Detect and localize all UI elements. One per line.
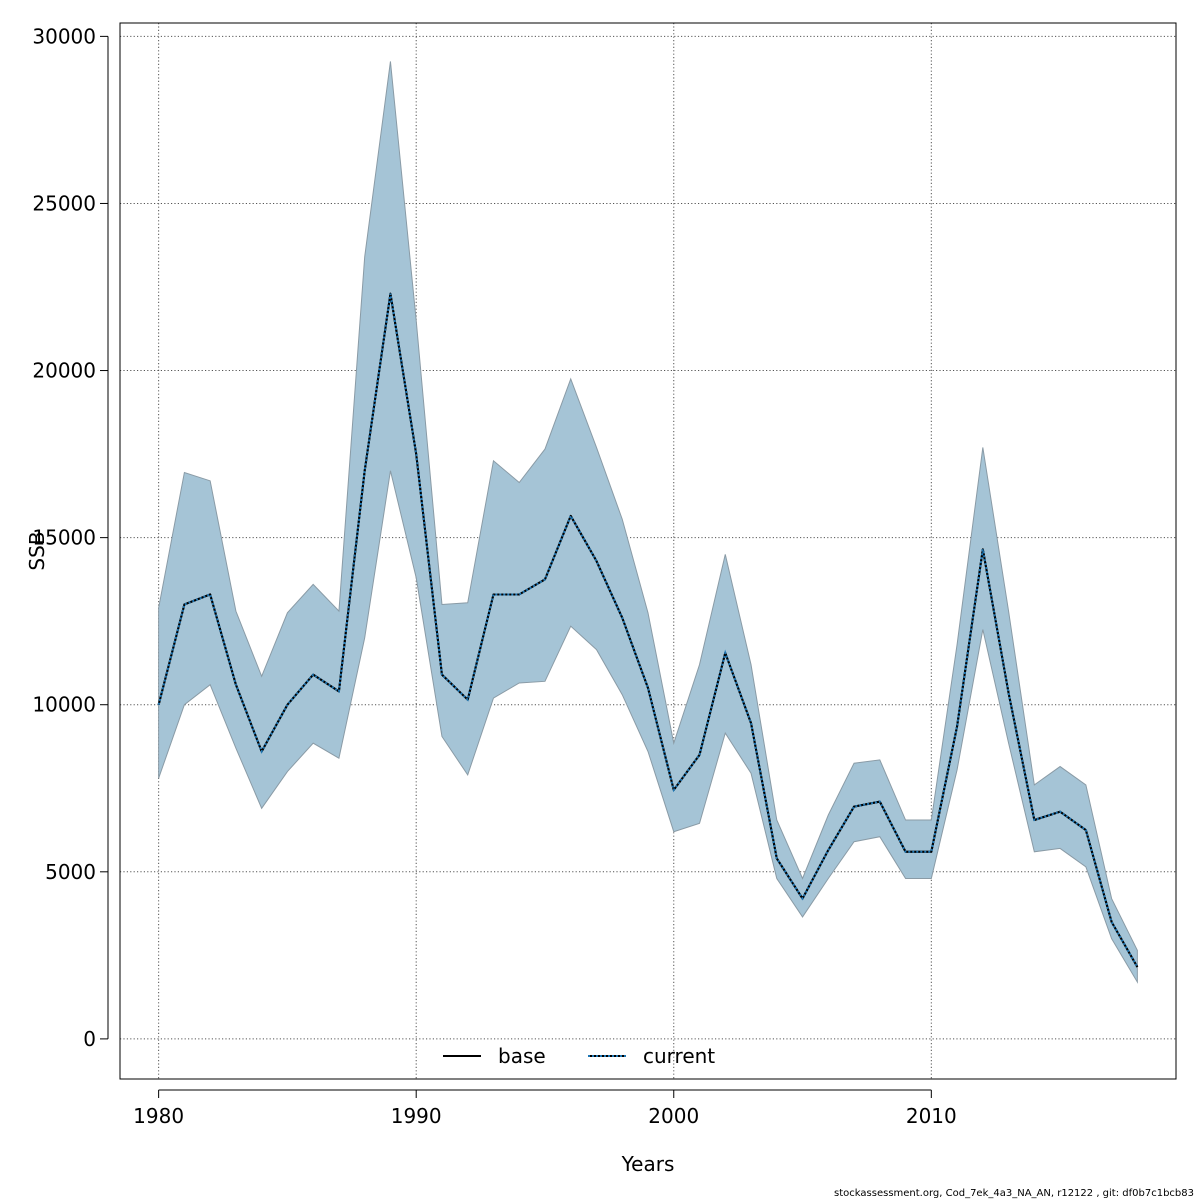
confidence-band-layer xyxy=(158,61,1138,984)
y-tick-label-30000: 30000 xyxy=(32,24,96,48)
x-tick-label-1990: 1990 xyxy=(391,1104,442,1128)
y-tick-label-5000: 5000 xyxy=(45,860,96,884)
y-tick-label-0: 0 xyxy=(83,1027,96,1051)
y-tick-label-10000: 10000 xyxy=(32,693,96,717)
plot-frame xyxy=(119,22,1177,1080)
x-tick-label-2000: 2000 xyxy=(648,1104,699,1128)
y-tick-label-20000: 20000 xyxy=(32,359,96,383)
series-lines-layer xyxy=(157,292,1139,968)
y-tick-label-25000: 25000 xyxy=(32,191,96,215)
y-tick-label-15000: 15000 xyxy=(32,526,96,550)
grid-lines xyxy=(120,23,1176,1079)
x-tick-label-1980: 1980 xyxy=(133,1104,184,1128)
x-axis-title: Years xyxy=(621,1152,675,1176)
x-axis: 1980 1990 2000 2010 xyxy=(133,1089,957,1128)
series-line-current-underlay xyxy=(157,292,1139,968)
y-axis-title: SSB xyxy=(25,531,49,570)
footer-credit: stockassessment.org, Cod_7ek_4a3_NA_AN, … xyxy=(834,1188,1194,1199)
x-tick-label-2010: 2010 xyxy=(906,1104,957,1128)
legend: base current xyxy=(443,1044,715,1068)
legend-label-current: current xyxy=(643,1044,715,1068)
y-axis: 0 5000 10000 15000 20000 25000 30000 xyxy=(32,24,109,1051)
confidence-band xyxy=(158,61,1138,984)
legend-label-base: base xyxy=(498,1044,546,1068)
